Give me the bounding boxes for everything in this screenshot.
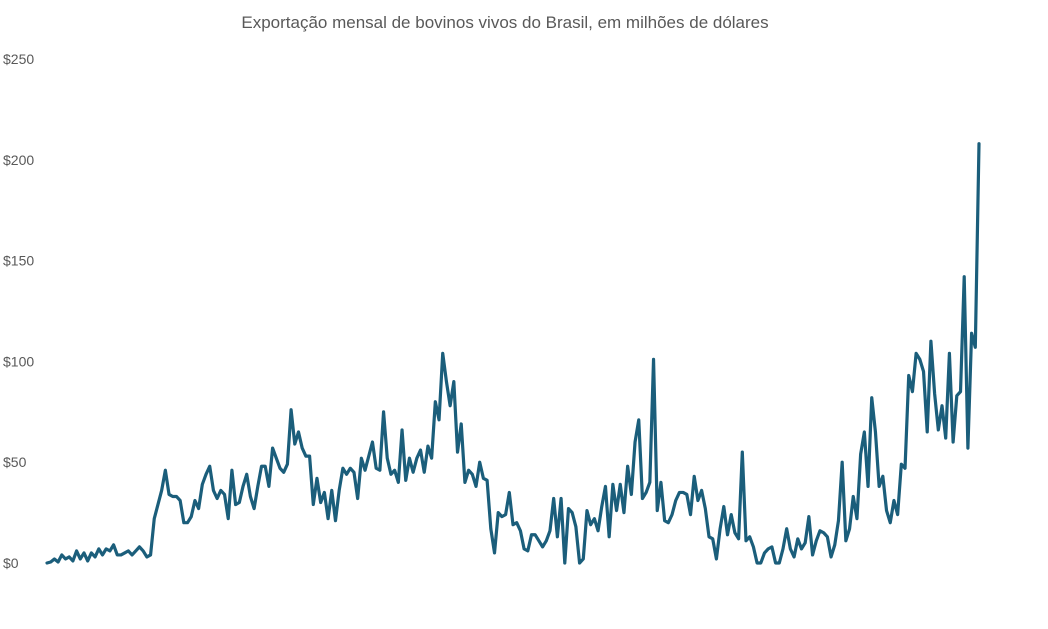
y-tick-label: $100	[3, 353, 34, 369]
y-tick-label: $0	[3, 555, 19, 571]
y-tick-label: $200	[3, 152, 34, 168]
series-line	[45, 142, 981, 565]
y-tick-label: $250	[3, 51, 34, 67]
y-tick-label: $50	[3, 454, 27, 470]
y-axis: $0 $50 $100 $150 $200 $250	[3, 51, 34, 571]
y-tick-label: $150	[3, 253, 34, 269]
chart-title: Exportação mensal de bovinos vivos do Br…	[241, 13, 768, 32]
plot-area	[45, 142, 981, 565]
